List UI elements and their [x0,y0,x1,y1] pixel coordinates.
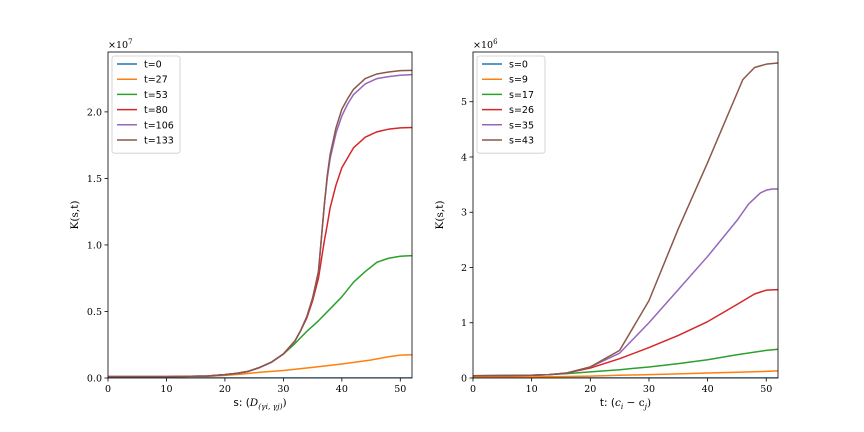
legend-entry-2: s=17 [509,90,534,101]
legend-entry-4: s=35 [509,120,534,131]
series-line-2 [108,254,412,378]
x-tick-label: 20 [219,384,231,395]
x-tick-label: 50 [394,384,406,395]
x-tick-label: 10 [160,384,172,395]
x-tick-label: 40 [336,384,348,395]
y-tick-label: 4 [461,152,467,163]
series-line-5 [473,62,778,377]
plot-frame [107,51,413,379]
series-lines [473,62,778,378]
legend-entry-0: t=0 [144,60,162,71]
legend: t=0 t=27 t=53 t=80 t=106 t=133 [111,55,181,154]
y-tick-label: 3 [461,208,467,219]
legend-entry-1: s=9 [509,75,528,86]
axis-offset-label: ×106 [473,38,498,51]
series-line-5 [108,69,412,378]
series-line-1 [108,353,412,378]
legend-entry-3: s=26 [509,105,534,116]
series-line-4 [473,188,778,377]
series-line-3 [473,288,778,377]
legend-entry-3: t=80 [144,105,168,116]
x-tick-label: 10 [526,384,538,395]
x-tick-label: 30 [643,384,655,395]
x-tick-label: 50 [760,384,772,395]
legend-entry-5: s=43 [509,136,534,147]
x-tick-label: 20 [584,384,596,395]
x-tick-label: 0 [105,384,111,395]
x-axis-label: s: (D(γi, γj)) [233,397,286,411]
y-tick-label: 2 [461,263,467,274]
y-tick-label: 1 [461,318,467,329]
series-lines [108,69,412,378]
right-chart: 0 10 20 30 40 50 0 1 2 3 4 5 ×106 K(s,t) t: (ci − cj) s… [434,38,779,411]
legend: s=0 s=9 s=17 s=26 s=35 s=43 [476,55,546,154]
legend-box [111,55,181,154]
y-tick-label: 1.5 [87,174,102,185]
plot-frame [472,51,779,379]
x-axis-label: t: (ci − cj) [600,397,651,411]
axis-offset-label: ×107 [108,38,133,51]
legend-entry-2: t=53 [144,90,168,101]
left-chart: 0 10 20 30 40 50 0.0 0.5 1.0 1.5 2.0 ×107 K(s,t) s: (… [69,38,413,411]
y-tick-label: 0.0 [87,374,102,385]
y-tick-label: 0 [461,374,467,385]
series-line-1 [473,370,778,378]
y-tick-label: 5 [461,97,467,108]
legend-entry-4: t=106 [144,120,174,131]
y-tick-label: 0.5 [87,307,102,318]
x-tick-label: 0 [470,384,476,395]
y-tick-label: 2.0 [87,107,102,118]
legend-entry-5: t=133 [144,136,174,147]
x-tick-label: 30 [277,384,289,395]
legend-entry-0: s=0 [509,60,528,71]
legend-box [476,55,546,154]
x-tick-label: 40 [702,384,714,395]
series-line-3 [108,126,412,378]
legend-entry-1: t=27 [144,75,168,86]
y-tick-label: 1.0 [87,240,102,251]
y-axis-label: K(s,t) [434,201,446,230]
y-axis-label: K(s,t) [69,201,81,230]
